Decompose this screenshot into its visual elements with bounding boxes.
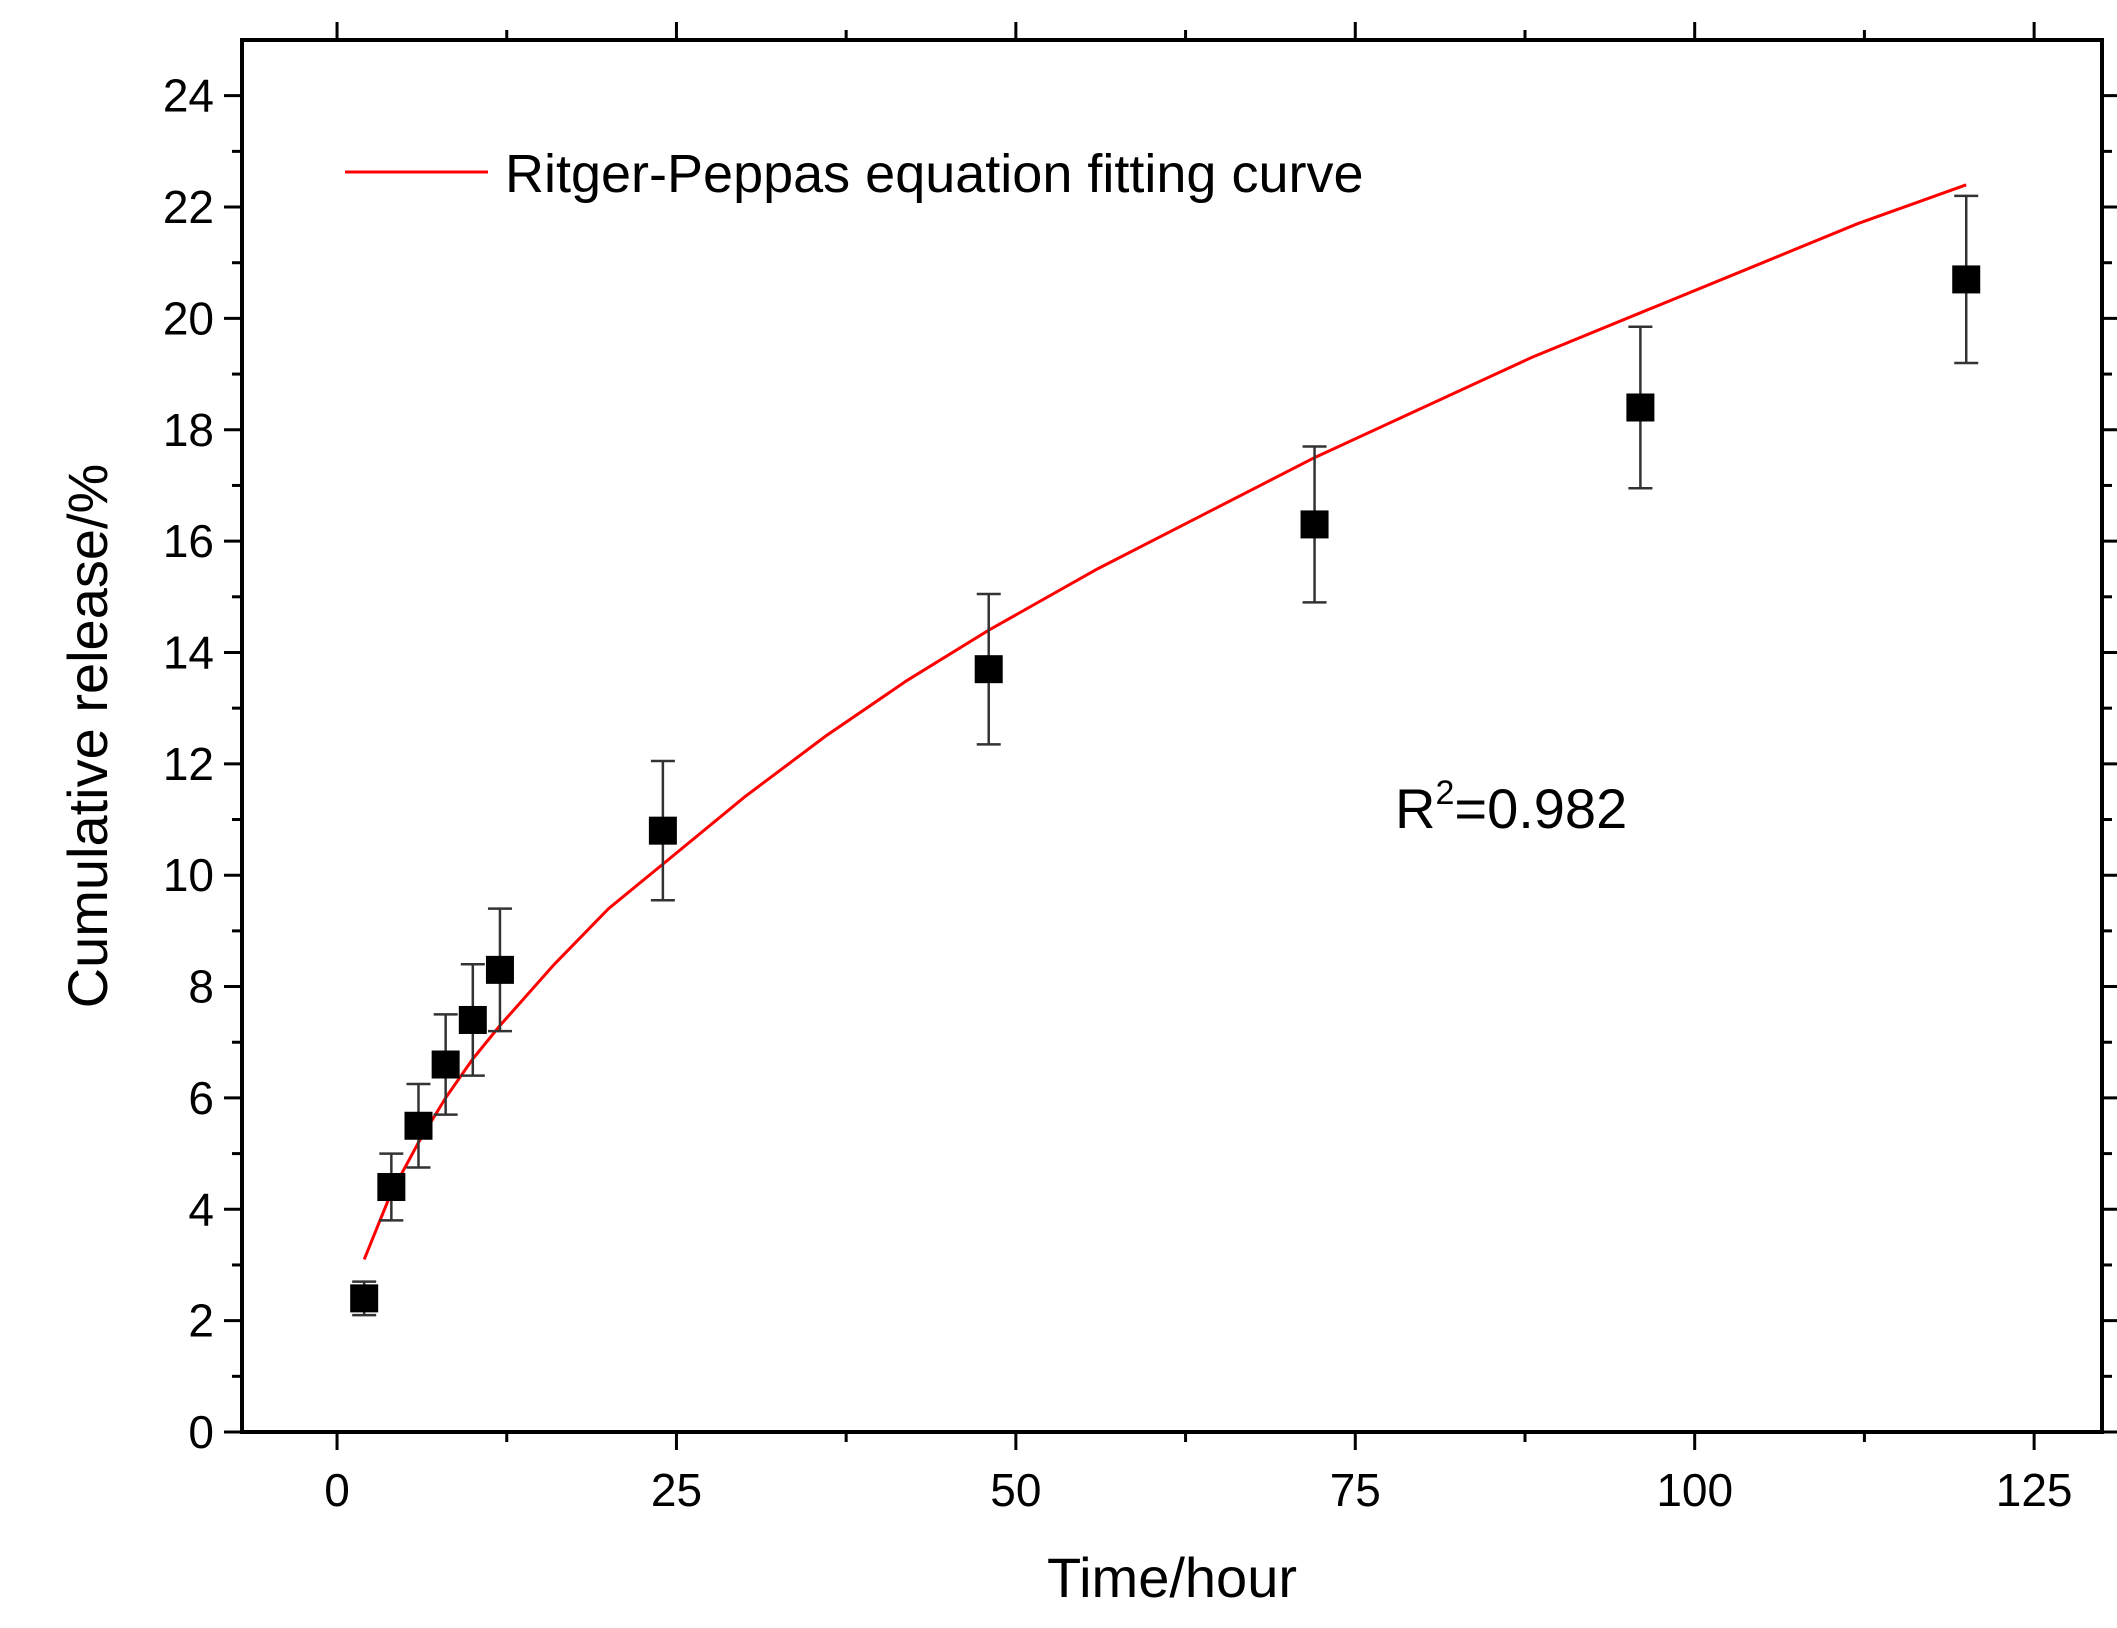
y-tick-label-10: 10 — [163, 849, 214, 901]
legend: Ritger-Peppas equation fitting curve — [345, 144, 1364, 204]
y-tick-label-16: 16 — [163, 515, 214, 567]
error-bars-layer — [352, 194, 1979, 1317]
data-point-48 — [974, 655, 1003, 684]
y-tick-label-24: 24 — [163, 70, 214, 122]
r-squared-superscript: 2 — [1435, 774, 1454, 812]
data-point-96 — [1626, 393, 1655, 422]
legend-label-fit-curve: Ritger-Peppas equation fitting curve — [505, 144, 1364, 204]
data-point-6 — [404, 1111, 433, 1140]
y-tick-label-4: 4 — [188, 1183, 214, 1235]
x-tick-label-75: 75 — [1330, 1464, 1381, 1516]
y-tick-label-20: 20 — [163, 292, 214, 344]
x-tick-label-25: 25 — [651, 1464, 702, 1516]
y-tick-label-2: 2 — [188, 1295, 214, 1347]
fit-curve-line — [362, 183, 1967, 1260]
x-tick-label-125: 125 — [1996, 1464, 2073, 1516]
data-point-2 — [350, 1284, 379, 1313]
data-point-120 — [1952, 265, 1981, 294]
x-axis-title: Time/hour — [1047, 1546, 1297, 1609]
r-squared-annotation: R2=0.982 — [1395, 774, 1627, 840]
data-point-8 — [431, 1050, 460, 1079]
data-point-10 — [458, 1005, 487, 1034]
y-tick-label-0: 0 — [188, 1406, 214, 1458]
y-axis-title: Cumulative release/% — [56, 464, 119, 1009]
data-point-24 — [648, 816, 677, 845]
data-point-12 — [485, 955, 514, 984]
data-point-72 — [1300, 510, 1329, 539]
x-tick-label-0: 0 — [324, 1464, 350, 1516]
y-tick-label-8: 8 — [188, 961, 214, 1013]
x-tick-label-50: 50 — [990, 1464, 1041, 1516]
data-point-4 — [377, 1173, 406, 1202]
r-squared-base: R — [1395, 777, 1435, 840]
r-squared-value: =0.982 — [1454, 777, 1627, 840]
fit-curve-layer — [362, 183, 1967, 1260]
y-tick-label-12: 12 — [163, 738, 214, 790]
y-tick-label-6: 6 — [188, 1072, 214, 1124]
y-tick-label-18: 18 — [163, 404, 214, 456]
y-tick-label-14: 14 — [163, 626, 214, 678]
x-tick-label-100: 100 — [1656, 1464, 1733, 1516]
x-axis-ticks: 0 25 50 75 100 125 — [324, 22, 2072, 1516]
y-tick-label-22: 22 — [163, 181, 214, 233]
plot-frame — [240, 38, 2104, 1434]
data-points-layer — [350, 265, 1981, 1313]
